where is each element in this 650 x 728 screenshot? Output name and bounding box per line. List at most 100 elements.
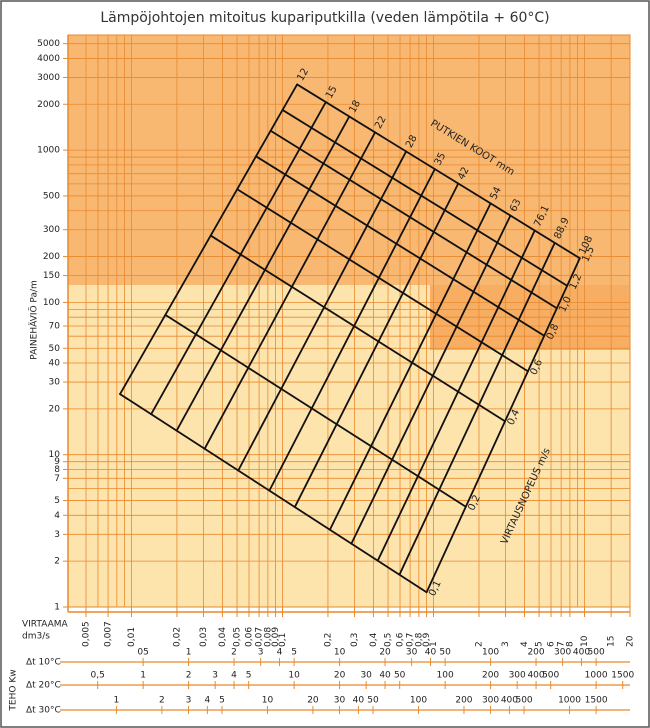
y-tick-label: 40 bbox=[49, 359, 61, 369]
y-tick-label: 2 bbox=[54, 557, 60, 567]
y-tick-label: 1 bbox=[54, 603, 60, 613]
x-tick-label: 0,05 bbox=[233, 627, 243, 647]
power-tick-label: 1500 bbox=[585, 696, 608, 706]
power-scale-label: Δt 20°C bbox=[26, 681, 61, 691]
velocity-line bbox=[119, 393, 428, 594]
power-tick-label: 1000 bbox=[558, 696, 581, 706]
power-tick-label: 1 bbox=[140, 671, 146, 681]
x-tick-label: 0,02 bbox=[172, 627, 182, 647]
x-tick-label: 0,08 bbox=[263, 627, 273, 647]
power-tick-label: 30 bbox=[406, 648, 418, 658]
power-tick-label: 2 bbox=[231, 648, 237, 658]
power-tick-label: 400 bbox=[501, 696, 518, 706]
power-tick-label: 5 bbox=[246, 671, 252, 681]
power-tick-label: 50 bbox=[367, 696, 379, 706]
x-tick-label: 20 bbox=[626, 635, 636, 647]
pipe-size-label: 12 bbox=[295, 67, 311, 84]
power-tick-label: 1 bbox=[186, 648, 192, 658]
y-tick-label: 2000 bbox=[37, 100, 60, 110]
x-tick-label: 4 bbox=[520, 641, 530, 647]
power-tick-label: 1 bbox=[114, 696, 120, 706]
power-tick-label: 1000 bbox=[585, 671, 608, 681]
power-tick-label: 20 bbox=[307, 696, 319, 706]
y-tick-label: 150 bbox=[43, 271, 60, 281]
power-tick-label: 2 bbox=[186, 671, 192, 681]
power-tick-label: 20 bbox=[334, 671, 346, 681]
plot-band-upper bbox=[68, 35, 630, 285]
x-tick-label: 0,7 bbox=[406, 633, 416, 647]
power-tick-label: 40 bbox=[379, 671, 391, 681]
power-tick-label: 300 bbox=[482, 696, 499, 706]
power-tick-label: 500 bbox=[542, 671, 559, 681]
velocity-line bbox=[281, 109, 569, 287]
pipe-line bbox=[203, 131, 376, 450]
power-tick-label: 50 bbox=[394, 671, 406, 681]
pipe-line bbox=[237, 150, 408, 472]
x-tick-label: 5 bbox=[535, 641, 545, 647]
y-tick-label: 500 bbox=[43, 191, 60, 201]
pipe-line bbox=[398, 241, 556, 576]
pipe-line bbox=[175, 115, 351, 432]
x-tick-label: 0,3 bbox=[350, 633, 360, 647]
power-tick-label: 400 bbox=[573, 648, 590, 658]
y-tick-label: 8 bbox=[54, 465, 60, 475]
x-tick-label: 0,005 bbox=[82, 621, 92, 647]
power-tick-label: 500 bbox=[588, 648, 605, 658]
x-axis-label: VIRTAAMA bbox=[22, 620, 69, 630]
y-axis-label: PAINEHÄVIÖ Pa/m bbox=[29, 280, 40, 360]
pipe-line bbox=[328, 202, 492, 531]
power-tick-label: 3 bbox=[186, 696, 192, 706]
x-tick-label: 0,9 bbox=[422, 632, 432, 647]
x-tick-label: 15 bbox=[607, 636, 617, 647]
power-tick-label: 4 bbox=[277, 648, 283, 658]
pipe-size-label: 54 bbox=[488, 185, 503, 201]
pipe-line bbox=[376, 229, 536, 562]
power-scale-label: Δt 30°C bbox=[26, 706, 61, 716]
pipe-size-label: 63 bbox=[508, 197, 523, 213]
x-tick-label: 8 bbox=[565, 641, 575, 647]
y-tick-label: 300 bbox=[43, 225, 60, 235]
power-tick-label: 4 bbox=[231, 671, 237, 681]
pipe-line bbox=[293, 182, 460, 508]
y-tick-label: 3000 bbox=[37, 73, 60, 83]
y-tick-label: 5 bbox=[54, 496, 60, 506]
y-tick-label: 50 bbox=[49, 344, 61, 354]
power-tick-label: 300 bbox=[509, 671, 526, 681]
y-tick-label: 4000 bbox=[37, 54, 60, 64]
power-tick-label: 5 bbox=[291, 648, 297, 658]
x-tick-label: 0,8 bbox=[414, 632, 424, 647]
x-axis-unit: dm3/s bbox=[22, 632, 50, 642]
x-tick-label: 7 bbox=[557, 641, 567, 647]
power-tick-label: 2 bbox=[159, 696, 165, 706]
velocity-line bbox=[209, 234, 506, 423]
power-tick-label: 200 bbox=[455, 696, 472, 706]
x-tick-label: 0,2 bbox=[323, 633, 333, 647]
x-tick-label: 0,06 bbox=[244, 627, 254, 647]
power-tick-label: 200 bbox=[482, 671, 499, 681]
pipe-line bbox=[350, 214, 512, 545]
y-tick-label: 30 bbox=[49, 378, 61, 388]
x-tick-label: 0,04 bbox=[218, 627, 228, 647]
power-tick-label: 0,5 bbox=[91, 671, 105, 681]
y-tick-label: 70 bbox=[49, 322, 61, 332]
pipe-line bbox=[119, 83, 299, 396]
pipe-size-label: 35 bbox=[433, 151, 449, 167]
y-tick-label: 5000 bbox=[37, 39, 60, 49]
y-tick-label: 3 bbox=[54, 530, 60, 540]
x-tick-label: 0,1 bbox=[278, 633, 288, 647]
x-tick-label: 3 bbox=[501, 641, 511, 647]
x-tick-label: 0,01 bbox=[127, 627, 137, 647]
pipe-size-label: 42 bbox=[456, 165, 472, 181]
power-tick-label: 200 bbox=[527, 648, 544, 658]
x-tick-label: 0,5 bbox=[384, 633, 394, 647]
x-tick-label: 0,07 bbox=[255, 627, 265, 647]
power-tick-label: 100 bbox=[437, 671, 454, 681]
velocity-line bbox=[296, 83, 581, 260]
power-tick-label: 50 bbox=[439, 648, 451, 658]
x-tick-label: 2 bbox=[474, 641, 484, 647]
power-tick-label: 10 bbox=[334, 648, 346, 658]
pipe-size-label: 15 bbox=[324, 84, 340, 100]
power-tick-label: 300 bbox=[554, 648, 571, 658]
power-scale-label: Δt 10°C bbox=[26, 658, 61, 668]
